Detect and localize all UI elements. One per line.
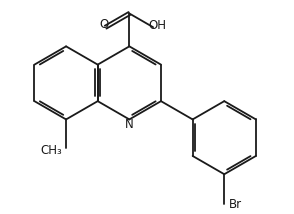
Text: N: N (125, 118, 134, 131)
Text: OH: OH (149, 19, 167, 32)
Text: CH₃: CH₃ (40, 144, 62, 157)
Text: O: O (100, 18, 109, 31)
Text: Br: Br (229, 198, 242, 211)
